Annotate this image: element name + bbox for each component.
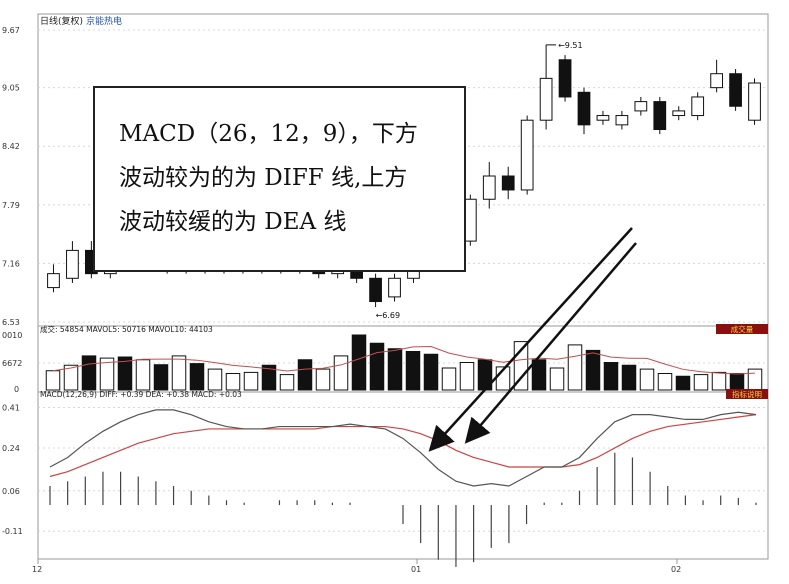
candle-body	[729, 73, 742, 107]
candle-body	[615, 115, 629, 126]
volume-bar	[657, 373, 673, 391]
x-tick-label: 12	[32, 565, 42, 574]
x-tick-label: 01	[411, 565, 421, 574]
price-tick-label: 9.67	[2, 26, 20, 35]
candle-body	[558, 59, 572, 98]
volume-bar	[531, 359, 547, 391]
volume-bar	[45, 370, 61, 391]
volume-top-label: 0010	[2, 331, 22, 340]
volume-bar	[639, 368, 655, 391]
macd-tag: 指标说明	[732, 389, 762, 399]
volume-bar	[693, 374, 709, 391]
arrow-to-dea	[464, 242, 637, 444]
volume-bar	[315, 368, 331, 391]
macd-tag-bg	[726, 389, 768, 399]
volume-mid-label: 6672	[2, 359, 22, 368]
candle-body	[463, 198, 477, 242]
macd-tick-label: 0.41	[2, 404, 20, 413]
volume-bar	[711, 371, 727, 391]
volume-bar	[225, 373, 241, 391]
volume-panel-header: 成交: 54854 MAVOL5: 50716 MAVOL10: 44103	[40, 324, 213, 334]
volume-bar	[621, 364, 637, 391]
volume-bar	[243, 371, 259, 391]
volume-bar	[729, 373, 745, 391]
macd-tick-label: 0.06	[2, 487, 20, 496]
price-tick-label: 7.16	[2, 259, 20, 268]
chart-frame	[37, 13, 769, 560]
volume-bar	[351, 334, 367, 391]
volume-bar	[567, 344, 583, 391]
volume-bar	[603, 362, 619, 391]
annotation-callout: MACD（26，12，9），下方 波动较为的为 DIFF 线,上方 波动较缓的为…	[93, 86, 466, 272]
volume-bar	[387, 348, 403, 391]
callout-line-1: MACD（26，12，9），下方	[119, 121, 418, 147]
candle-body	[748, 82, 761, 121]
volume-bar	[189, 363, 205, 391]
low-annotation: ←6.69	[376, 311, 401, 320]
volume-bar	[459, 362, 475, 391]
volume-bar	[747, 368, 763, 391]
volume-bar	[81, 355, 97, 391]
volume-bar	[99, 357, 115, 391]
volume-bar	[171, 355, 187, 391]
stock-name: 京能热电	[86, 15, 122, 27]
candle-body	[539, 77, 553, 121]
candle-body	[710, 73, 724, 89]
macd-tick-label: -0.11	[2, 527, 23, 536]
volume-bar	[585, 349, 601, 391]
candle-body	[47, 273, 60, 289]
price-panel-header: 日线(复权)	[40, 15, 83, 27]
callout-line-3: 波动较缓的为 DEA 线	[119, 209, 347, 235]
candle-body	[634, 101, 648, 112]
macd-panel-header: MACD(12,26,9) DIFF: +0.39 DEA: +0.38 MAC…	[40, 390, 242, 399]
macd-tick-label: 0.24	[2, 444, 20, 453]
volume-bar	[117, 356, 133, 391]
candle-body	[672, 110, 686, 117]
candle-body	[501, 175, 515, 191]
candle-body	[482, 175, 496, 200]
price-tick-label: 7.79	[2, 201, 20, 210]
volume-bar	[423, 353, 439, 391]
x-tick-label: 02	[671, 565, 681, 574]
diff-line	[49, 409, 757, 487]
volume-bar	[153, 364, 169, 391]
candle-body	[66, 249, 79, 279]
candle-body	[520, 119, 534, 191]
volume-bar	[405, 351, 421, 391]
volume-zero-label: 0	[14, 385, 19, 394]
candle-body	[577, 91, 591, 126]
high-annotation: ←9.51	[558, 41, 583, 50]
volume-bar	[261, 364, 277, 391]
volume-ma-line	[52, 346, 756, 375]
volume-bar	[441, 367, 457, 391]
candle-body	[596, 115, 610, 121]
price-tick-label: 6.53	[2, 318, 20, 327]
volume-bar	[63, 364, 79, 391]
volume-bar	[369, 342, 385, 391]
volume-bar	[207, 368, 223, 391]
arrow-to-diff	[428, 227, 633, 452]
candle-body	[369, 277, 382, 303]
candle-body	[388, 277, 401, 298]
candle-body	[691, 96, 705, 117]
candle-body	[653, 101, 667, 131]
volume-bar	[549, 367, 565, 391]
dea-line	[49, 414, 757, 478]
price-tick-label: 9.05	[2, 84, 20, 93]
volume-bar	[297, 359, 313, 391]
volume-bar	[675, 375, 691, 391]
volume-bar	[333, 355, 349, 391]
volume-bar	[135, 359, 151, 391]
volume-bar	[279, 374, 295, 391]
price-tick-label: 8.42	[2, 142, 20, 151]
volume-tag: 成交量	[731, 324, 754, 334]
volume-tag-bg	[716, 324, 768, 334]
callout-line-2: 波动较为的为 DIFF 线,上方	[119, 165, 408, 191]
